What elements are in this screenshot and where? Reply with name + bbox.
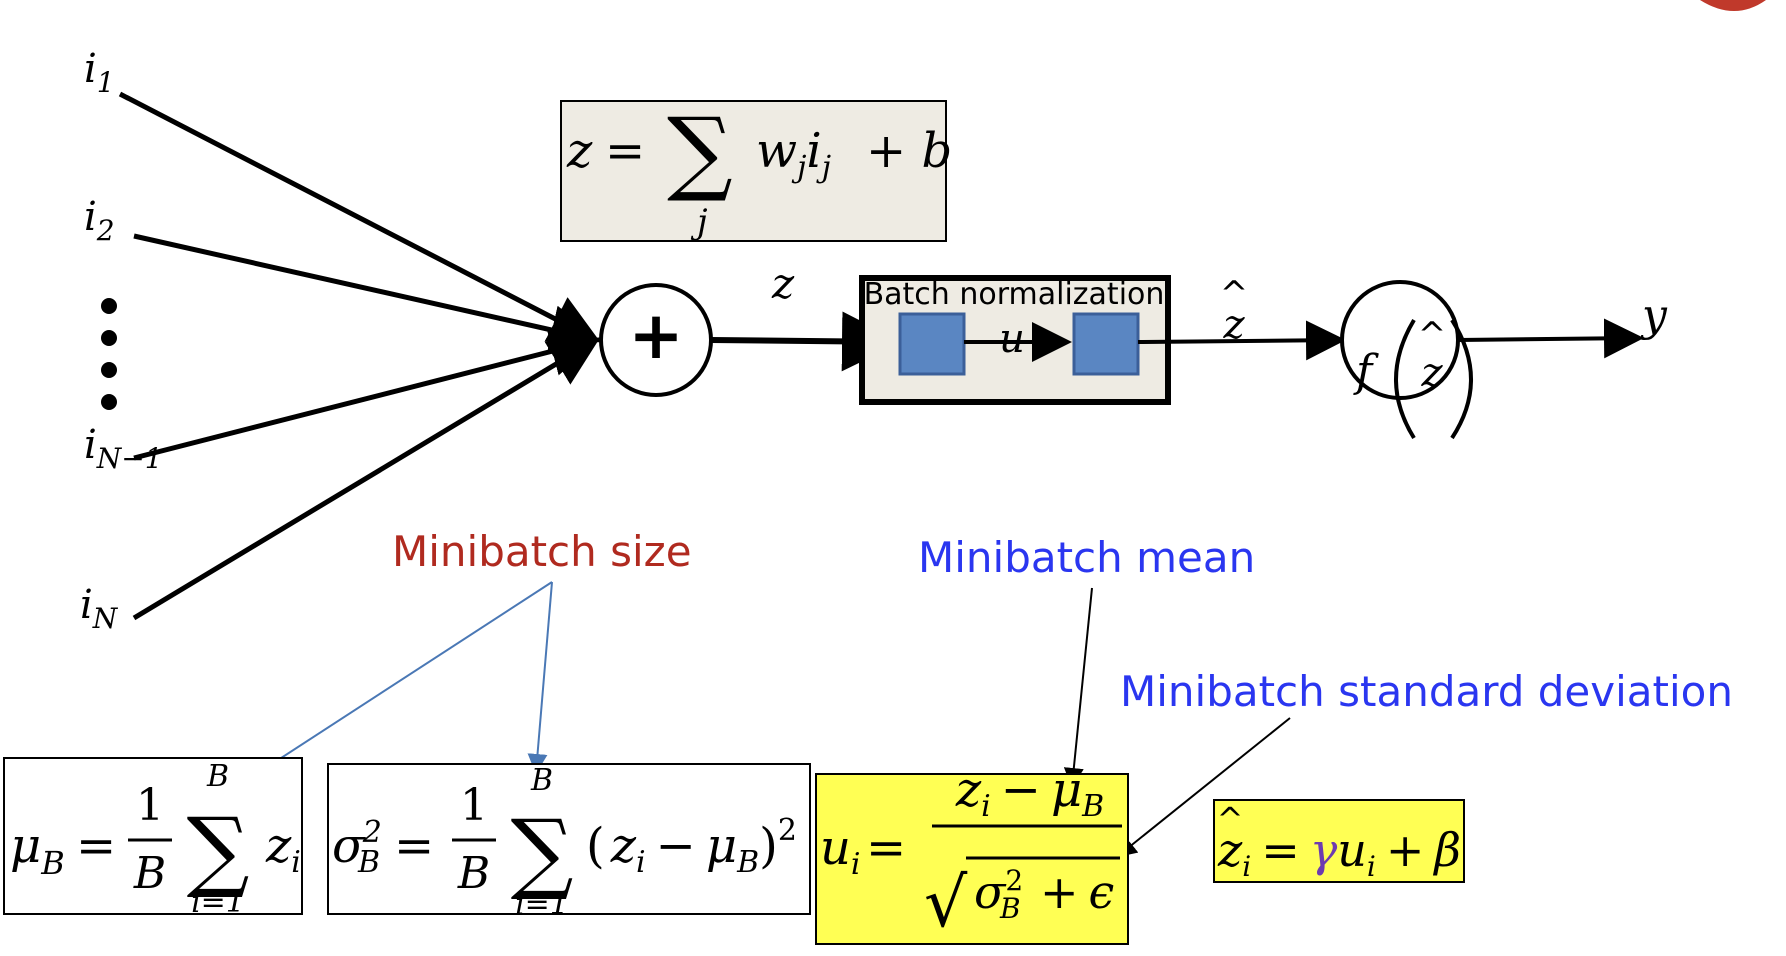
- label-minibatch-mean: Minibatch mean: [918, 533, 1255, 582]
- zhat-label: z: [1222, 302, 1245, 348]
- u-denominator: σ2: [974, 864, 1023, 919]
- u-eq: =: [866, 820, 906, 876]
- activation-z: z: [1420, 350, 1443, 396]
- arrow-stdev-to-u: [1116, 717, 1291, 858]
- var-eq: =: [394, 818, 434, 874]
- mu-sum-top: B: [206, 759, 229, 794]
- label-minibatch-stdev: Minibatch standard deviation: [1120, 667, 1733, 716]
- u-lhs: ui: [820, 820, 861, 882]
- arrow-size-to-mu: [236, 581, 553, 788]
- var-sum-symbol: ∑: [511, 800, 574, 903]
- mu-formula-box: μB = 1 B B ∑ i=1 zi: [3, 757, 303, 920]
- edge-i2: [133, 233, 601, 355]
- var-sum-bottom: i=1: [515, 887, 569, 922]
- z-formula-sigma: ∑: [667, 98, 733, 205]
- bn-block-mean: [898, 312, 966, 376]
- z-formula-lhs: z: [566, 123, 593, 179]
- var-lhs-sub: B: [357, 845, 380, 880]
- var-frac-num: 1: [460, 780, 488, 831]
- sum-plus-symbol: +: [628, 297, 683, 374]
- u-denominator-sub: B: [999, 892, 1021, 925]
- activation-node: f ^ z: [1340, 280, 1473, 440]
- u-numerator: zi − μB: [955, 762, 1104, 824]
- input-i2: i2: [84, 194, 115, 247]
- edge-bn-to-activation: [1137, 320, 1346, 361]
- zhat-formula-body: zi = γui + β: [1217, 823, 1461, 883]
- z-formula-weight-term: wjij: [756, 123, 831, 185]
- mu-sum-symbol: ∑: [187, 798, 250, 901]
- mu-eq: =: [76, 818, 116, 874]
- zhat-formula-hat: ^: [1217, 800, 1244, 838]
- z-formula-bias: + b: [866, 123, 952, 179]
- variance-formula-box: σ2 B = 1 B B ∑ i=1 (zi − μB)2: [327, 763, 811, 922]
- batch-norm-box: Batch normalization u: [859, 275, 1171, 405]
- ellipsis-dots: [101, 298, 117, 410]
- var-paren-term: (zi − μB)2: [586, 813, 797, 880]
- edge-iN: [132, 337, 601, 621]
- u-formula-box: ui = zi − μB √ σ2 B + ϵ: [815, 762, 1129, 945]
- mu-frac-den: B: [133, 848, 166, 899]
- z-formula-box: z = ∑ j wjij + b: [560, 98, 952, 242]
- bn-u-label: u: [999, 316, 1025, 362]
- edge-iN-minus-1: [133, 326, 601, 461]
- z-formula-eq: =: [605, 123, 645, 179]
- activation-left-paren: [1394, 318, 1416, 440]
- zhat-formula-box: ^ zi = γui + β: [1213, 799, 1465, 883]
- mu-z-term: zi: [265, 818, 301, 880]
- zhat-label-hat: ^: [1220, 274, 1249, 314]
- mu-frac-num: 1: [136, 780, 164, 831]
- z-label: z: [771, 259, 795, 308]
- u-denominator-rest: + ϵ: [1040, 865, 1114, 919]
- arrow-size-to-var: [527, 581, 553, 774]
- input-iN: iN: [80, 582, 119, 635]
- input-edges: [118, 91, 601, 621]
- input-i1: i1: [84, 46, 115, 99]
- mu-lhs: μB: [10, 818, 65, 882]
- activation-right-paren: [1450, 318, 1473, 440]
- edge-output: [1457, 318, 1644, 359]
- batch-norm-title: Batch normalization: [864, 277, 1165, 312]
- y-label: y: [1640, 290, 1668, 341]
- var-lhs: σ2: [332, 815, 382, 874]
- u-radical: √: [924, 864, 968, 943]
- arrow-mean-to-u: [1063, 587, 1093, 788]
- edge-i1: [118, 91, 601, 343]
- sum-node: +: [599, 283, 713, 397]
- input-iN-minus-1: iN−1: [84, 422, 163, 475]
- var-frac-den: B: [457, 848, 490, 899]
- corner-accent: [1700, 0, 1766, 11]
- var-sum-top: B: [530, 763, 553, 798]
- label-minibatch-size: Minibatch size: [392, 527, 692, 576]
- activation-hat: ^: [1418, 315, 1447, 355]
- bn-block-scale: [1072, 312, 1140, 376]
- mu-sum-bottom: i=1: [191, 885, 245, 920]
